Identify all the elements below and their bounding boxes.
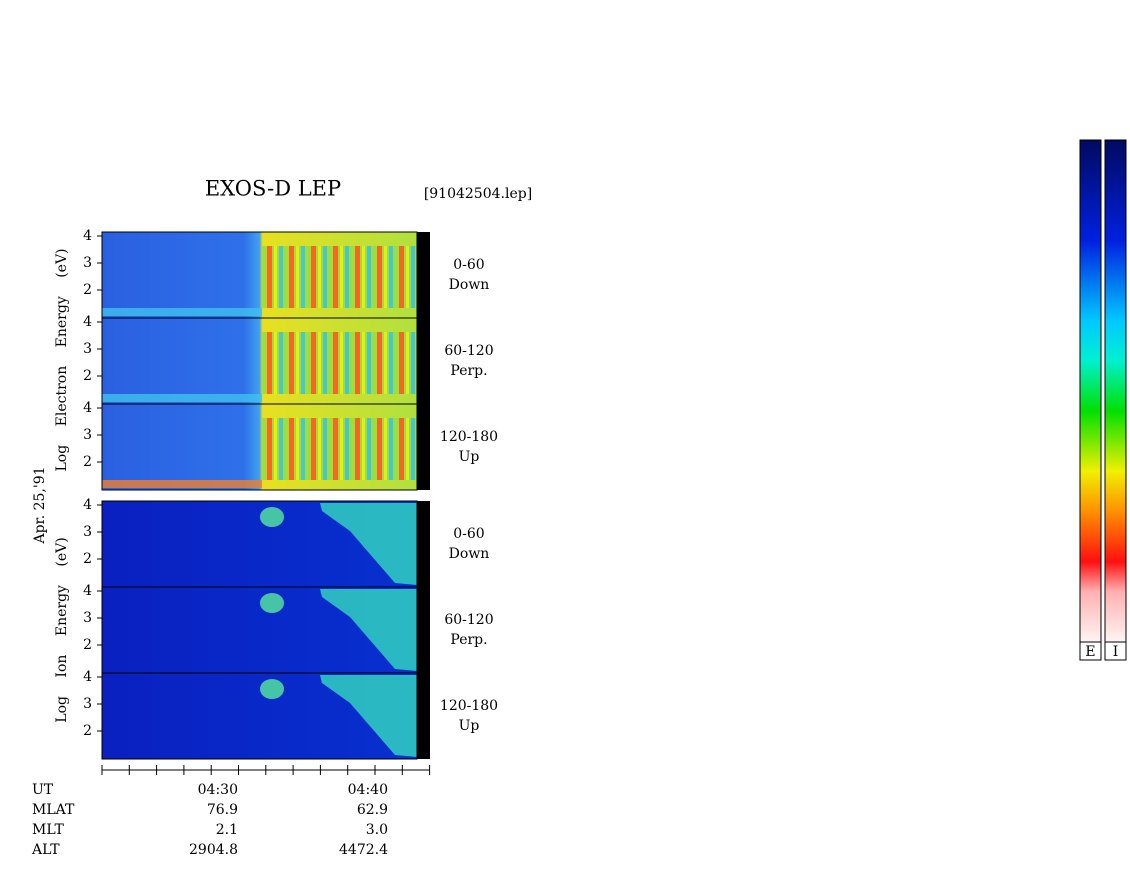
- y-tick-label: 4: [83, 228, 92, 244]
- ion-blob: [260, 679, 284, 699]
- panel-edge: [417, 318, 430, 404]
- energy-range: 60-120: [444, 343, 493, 359]
- row-value: 4472.4: [339, 842, 388, 858]
- row-value: 3.0: [366, 822, 388, 838]
- row-value: 2.1: [216, 822, 238, 838]
- ion-flux: [320, 503, 417, 585]
- y-tick-label: 4: [83, 400, 92, 416]
- y-tick-label: 3: [83, 341, 92, 357]
- direction: Perp.: [450, 632, 487, 648]
- electron-flux: [262, 332, 417, 394]
- row-label: MLT: [32, 822, 64, 838]
- ion-axis-label: Log Ion Energy (eV): [54, 537, 70, 722]
- y-tick-label: 3: [83, 696, 92, 712]
- title: EXOS-D LEP: [205, 177, 341, 201]
- colorbar-label-box: [1104, 641, 1127, 661]
- y-tick-label: 3: [83, 255, 92, 271]
- energy-range: 60-120: [444, 612, 493, 628]
- y-tick-label: 2: [83, 454, 92, 470]
- row-label: MLAT: [32, 802, 75, 818]
- direction: Up: [459, 718, 480, 734]
- low-energy-band: [102, 308, 262, 316]
- y-tick-label: 2: [83, 551, 92, 567]
- low-energy-band: [102, 480, 262, 488]
- row-value: 76.9: [207, 802, 238, 818]
- colorbar-label: I: [1113, 644, 1119, 660]
- panel-edge: [417, 673, 430, 759]
- electron-flux: [262, 246, 417, 308]
- electron-flux: [262, 418, 417, 480]
- row-value: 04:40: [348, 782, 388, 798]
- y-tick-label: 2: [83, 368, 92, 384]
- file-name: [91042504.lep]: [424, 186, 532, 202]
- panel-edge: [417, 404, 430, 490]
- y-tick-label: 3: [83, 610, 92, 626]
- ion-blob: [260, 507, 284, 527]
- low-energy-band: [102, 394, 262, 402]
- energy-range: 0-60: [453, 526, 484, 542]
- y-tick-label: 3: [83, 524, 92, 540]
- y-tick-label: 4: [83, 669, 92, 685]
- row-value: 2904.8: [189, 842, 238, 858]
- colorbar: [1079, 139, 1102, 643]
- direction: Down: [449, 546, 490, 562]
- energy-range: 120-180: [440, 698, 498, 714]
- row-value: 62.9: [357, 802, 388, 818]
- energy-range: 0-60: [453, 257, 484, 273]
- row-label: UT: [32, 782, 54, 798]
- y-tick-label: 4: [83, 583, 92, 599]
- y-tick-label: 4: [83, 497, 92, 513]
- ion-flux: [320, 675, 417, 757]
- row-value: 04:30: [198, 782, 238, 798]
- y-tick-label: 3: [83, 427, 92, 443]
- y-tick-label: 4: [83, 314, 92, 330]
- electron-axis-label: Log Electron Energy (eV): [54, 248, 70, 471]
- row-label: ALT: [31, 842, 60, 858]
- energy-range: 120-180: [440, 429, 498, 445]
- ion-flux: [320, 589, 417, 671]
- colorbar-label: E: [1085, 644, 1095, 660]
- direction: Down: [449, 277, 490, 293]
- ion-blob: [260, 593, 284, 613]
- date-label: Apr. 25,'91: [32, 466, 48, 544]
- y-tick-label: 2: [83, 723, 92, 739]
- direction: Up: [459, 449, 480, 465]
- y-tick-label: 2: [83, 637, 92, 653]
- y-tick-label: 2: [83, 282, 92, 298]
- colorbar-label-box: [1079, 641, 1102, 661]
- direction: Perp.: [450, 363, 487, 379]
- colorbar: [1104, 139, 1127, 643]
- panel-edge: [417, 232, 430, 318]
- panel-edge: [417, 501, 430, 587]
- panel-edge: [417, 587, 430, 673]
- panel-frame: [101, 672, 418, 760]
- panel-frame: [101, 403, 418, 491]
